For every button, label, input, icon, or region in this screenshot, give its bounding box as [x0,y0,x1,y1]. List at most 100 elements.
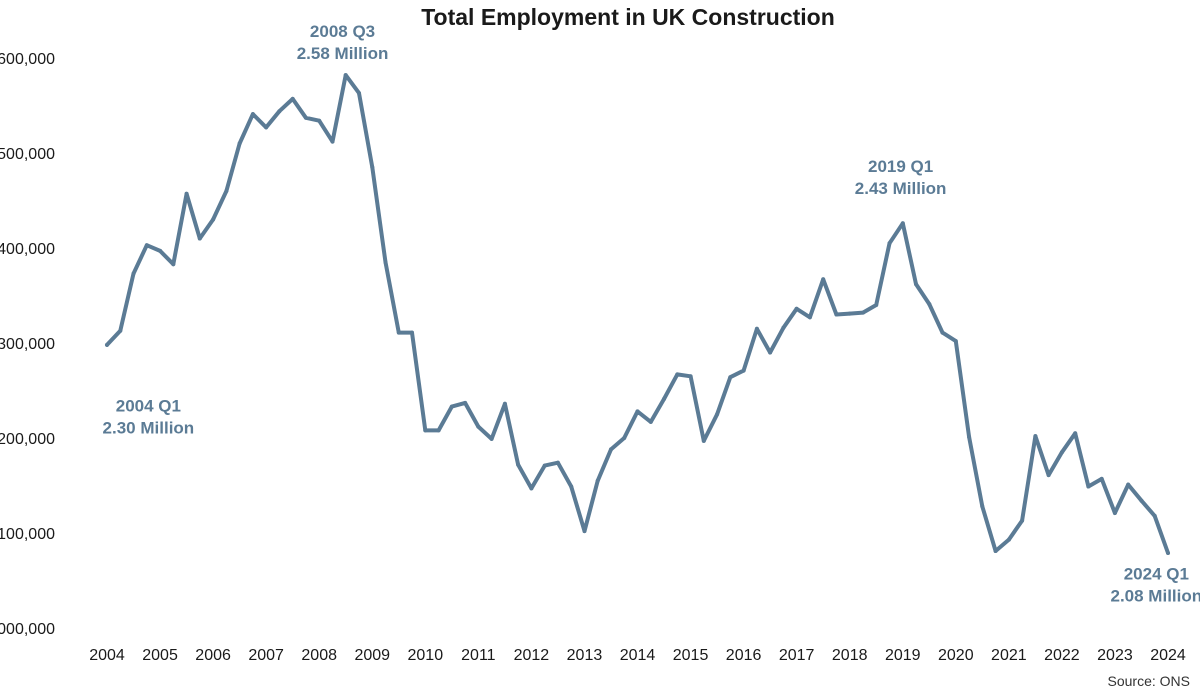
data-point [688,374,693,379]
x-tick-label: 2018 [832,647,868,664]
data-point [264,125,269,130]
chart-title: Total Employment in UK Construction [421,4,835,30]
data-point [914,282,918,287]
data-point [794,306,799,311]
data-point [1059,450,1064,455]
data-point [1126,482,1131,487]
x-tick-label: 2004 [89,647,125,664]
data-point [449,404,454,409]
data-point [516,462,521,467]
data-point [900,221,905,226]
data-point [237,141,242,146]
annotation-period: 2024 Q1 [1124,565,1189,584]
x-tick-label: 2007 [248,647,284,664]
data-point [1112,511,1117,515]
data-point [807,315,812,320]
x-tick-label: 2019 [885,647,921,664]
data-point [542,463,547,468]
data-point [1073,431,1078,436]
data-point [622,436,627,440]
y-tick-label: 2,300,000 [0,336,55,353]
data-point [1166,551,1170,555]
x-tick-label: 2008 [301,647,337,664]
data-point [144,243,149,248]
y-axis: 2,000,000 2,100,000 2,200,000 2,300,000 2,40… [0,51,55,638]
data-point [383,260,388,265]
data-point [953,339,958,344]
data-point [648,419,653,424]
data-point [861,310,865,315]
data-point [1099,476,1104,481]
y-tick-label: 2,400,000 [0,241,55,258]
series-line [105,73,1170,555]
data-point [1006,537,1011,542]
data-point [290,96,295,101]
annotation-period: 2004 Q1 [116,396,181,415]
series-layer [105,73,1170,555]
data-point [609,447,613,452]
data-point [463,400,468,405]
annotation-period: 2008 Q3 [310,22,375,41]
data-point [675,372,680,377]
x-tick-label: 2010 [408,647,444,664]
data-point [754,326,759,331]
annotation-value: 2.30 Million [103,418,195,437]
data-point [317,118,322,123]
x-tick-label: 2006 [195,647,231,664]
data-point [370,165,375,170]
data-point [118,328,123,333]
x-tick-label: 2012 [514,647,550,664]
data-point [781,325,786,330]
data-point [277,109,282,114]
data-point [1139,498,1144,503]
data-point [343,73,348,78]
x-tick-label: 2022 [1044,647,1080,664]
annotation-period: 2019 Q1 [868,157,933,176]
data-point [940,330,945,335]
data-point [476,424,481,429]
x-tick-label: 2020 [938,647,974,664]
data-point [224,189,229,193]
data-point [927,302,932,307]
data-point [529,486,534,491]
data-point [741,368,746,373]
x-tick-label: 2014 [620,647,656,664]
annotation-value: 2.58 Million [297,44,389,63]
x-tick-label: 2017 [779,647,815,664]
y-tick-label: 2,200,000 [0,431,55,448]
data-point [715,412,720,417]
x-tick-label: 2013 [567,647,603,664]
x-tick-label: 2009 [354,647,390,664]
data-point [158,248,163,253]
data-point [635,409,640,414]
data-point [489,436,494,441]
data-point [250,112,255,117]
data-point [357,91,361,96]
data-point [197,236,202,241]
data-point [105,342,109,347]
y-tick-label: 2,600,000 [0,51,55,68]
y-tick-label: 2,500,000 [0,146,55,163]
data-point [701,438,706,443]
data-point [410,330,414,335]
data-point [967,435,972,439]
data-point [980,504,985,509]
data-point [887,241,892,246]
source-note: Source: ONS [1108,673,1190,689]
annotation-value: 2.43 Million [855,179,947,198]
x-tick-label: 2024 [1150,647,1186,664]
data-point [171,262,176,267]
data-point [502,401,507,406]
data-point [396,330,401,335]
y-tick-label: 2,000,000 [0,621,55,638]
data-point [1086,484,1091,489]
data-point [131,271,136,276]
data-point [184,191,189,196]
data-point [662,397,666,401]
x-tick-label: 2015 [673,647,709,664]
data-point [555,460,560,465]
data-point [728,375,733,380]
data-point [993,549,998,553]
data-point [768,350,773,355]
data-point [423,428,428,433]
